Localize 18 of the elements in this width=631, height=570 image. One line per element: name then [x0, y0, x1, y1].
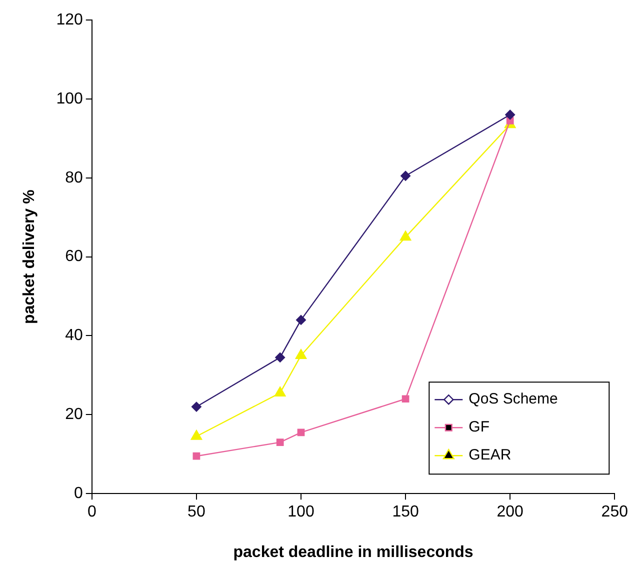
legend-label: GEAR — [468, 446, 512, 464]
x-tick-label: 0 — [87, 504, 96, 521]
y-tick-label: 100 — [56, 90, 83, 108]
legend-label: QoS Scheme — [468, 390, 558, 408]
y-tick-label: 20 — [65, 406, 83, 424]
x-tick-label: 250 — [601, 504, 628, 521]
y-tick-label: 120 — [56, 11, 83, 28]
x-tick-label: 100 — [288, 504, 314, 521]
x-tick-label: 200 — [496, 504, 524, 521]
y-tick-label: 60 — [65, 248, 83, 266]
x-tick-label: 150 — [392, 504, 419, 521]
y-axis-title: packet delivery % — [21, 190, 38, 324]
x-axis-title: packet deadline in milliseconds — [233, 544, 474, 561]
legend-label: GF — [468, 418, 490, 436]
x-tick-label: 50 — [188, 504, 206, 521]
y-tick-label: 0 — [74, 485, 83, 502]
y-tick-label: 80 — [65, 169, 83, 186]
y-tick-label: 40 — [65, 327, 83, 344]
